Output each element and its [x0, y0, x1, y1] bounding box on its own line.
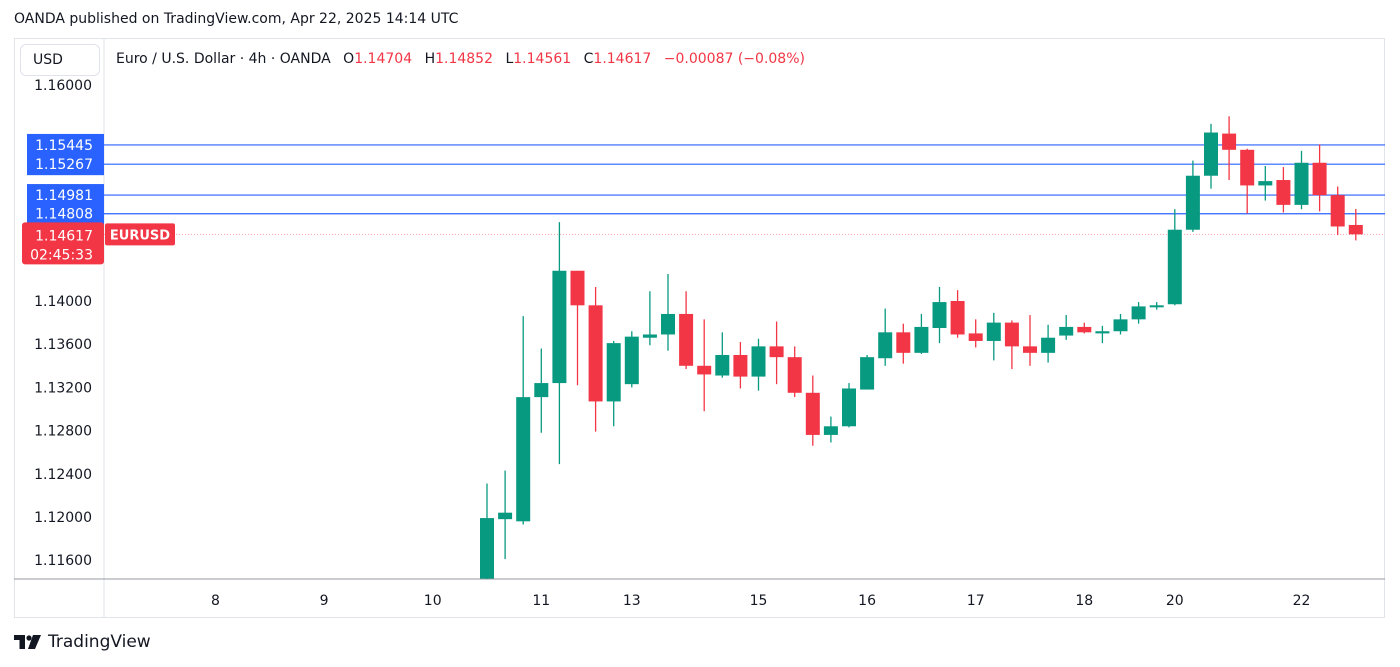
candle-body-up[interactable] — [661, 313, 675, 335]
candle-body-up[interactable] — [624, 336, 639, 385]
legend-close: 1.14617 — [593, 51, 652, 67]
currency-button[interactable]: USD — [20, 44, 100, 76]
level-price-label-bg — [27, 153, 104, 176]
time-tick-label: 16 — [858, 593, 876, 609]
price-tick-label: 1.16000 — [34, 78, 92, 94]
chart-frame — [14, 38, 1385, 618]
candle-body-down[interactable] — [570, 270, 585, 306]
candle-body-down[interactable] — [787, 357, 802, 393]
legend-change: −0.00087 (−0.08%) — [663, 51, 805, 67]
candle-body-up[interactable] — [1185, 175, 1200, 230]
candle-body-up[interactable] — [1258, 181, 1273, 186]
level-price-label: 1.15267 — [35, 157, 93, 173]
last-price-label-bg — [22, 222, 104, 265]
candle-body-down[interactable] — [697, 365, 712, 375]
candle-body-up[interactable] — [715, 355, 730, 376]
chart-legend: Euro / U.S. Dollar · 4h · OANDA O1.14704… — [116, 51, 805, 67]
candle-body-down[interactable] — [1330, 195, 1345, 227]
candle-body-up[interactable] — [823, 426, 838, 435]
candle-body-up[interactable] — [480, 518, 494, 579]
candle-body-up[interactable] — [642, 334, 657, 338]
candle-body-up[interactable] — [516, 397, 531, 522]
candle-body-up[interactable] — [1113, 319, 1128, 332]
legend-low-label: L — [505, 51, 514, 67]
candle-body-down[interactable] — [679, 313, 694, 366]
legend-high-label: H — [424, 51, 436, 67]
candle-body-up[interactable] — [1204, 132, 1218, 176]
time-tick-label: 18 — [1075, 593, 1093, 609]
level-price-label: 1.14808 — [35, 207, 93, 223]
level-price-label-bg — [27, 184, 104, 207]
candle-body-down[interactable] — [1240, 149, 1255, 186]
time-tick-label: 13 — [623, 593, 641, 609]
candle-body-up[interactable] — [498, 512, 513, 520]
last-price-label: 1.14617 — [35, 228, 93, 244]
price-tick-label: 1.14000 — [34, 294, 92, 310]
price-tick-label: 1.11600 — [34, 553, 92, 569]
candle-body-up[interactable] — [552, 270, 567, 384]
candle-body-up[interactable] — [1059, 326, 1074, 336]
level-price-label: 1.15445 — [35, 138, 93, 154]
legend-open: 1.14704 — [354, 51, 413, 67]
candle-body-down[interactable] — [588, 305, 603, 402]
candle-body-up[interactable] — [914, 326, 929, 353]
time-tick-label: 22 — [1293, 593, 1311, 609]
candle-body-down[interactable] — [1222, 133, 1237, 150]
candle-body-up[interactable] — [860, 357, 875, 390]
candle-body-up[interactable] — [1294, 162, 1309, 205]
candle-body-down[interactable] — [1312, 162, 1327, 196]
candle-body-up[interactable] — [534, 383, 549, 398]
tradingview-logo-icon — [14, 635, 41, 649]
candle-body-down[interactable] — [1004, 322, 1019, 347]
candle-body-up[interactable] — [1131, 306, 1146, 320]
legend-low: 1.14561 — [513, 51, 572, 67]
level-price-label: 1.14981 — [35, 188, 93, 204]
candle-body-down[interactable] — [1276, 180, 1291, 205]
candle-body-down[interactable] — [769, 346, 784, 358]
legend-high: 1.14852 — [435, 51, 493, 67]
candle-body-up[interactable] — [751, 346, 766, 377]
legend-symbol: Euro / U.S. Dollar · 4h · OANDA — [116, 51, 331, 67]
time-tick-label: 15 — [750, 593, 768, 609]
candle-body-down[interactable] — [805, 392, 820, 435]
price-tick-label: 1.12000 — [34, 510, 92, 526]
candle-body-up[interactable] — [606, 343, 621, 402]
legend-close-label: C — [583, 51, 594, 67]
level-price-label-bg — [27, 133, 104, 156]
candle-body-down[interactable] — [968, 333, 983, 341]
candle-body-up[interactable] — [1041, 337, 1056, 353]
time-tick-label: 10 — [424, 593, 442, 609]
candle-body-up[interactable] — [1149, 305, 1164, 308]
candle-body-down[interactable] — [896, 332, 911, 353]
candle-body-up[interactable] — [1095, 331, 1110, 334]
footer-brand[interactable]: TradingView — [14, 632, 151, 652]
time-tick-label: 8 — [211, 593, 220, 609]
candle-body-down[interactable] — [1348, 224, 1363, 235]
price-tick-label: 1.12400 — [34, 467, 92, 483]
legend-open-label: O — [343, 51, 355, 67]
candle-body-down[interactable] — [733, 355, 748, 377]
time-tick-label: 11 — [532, 593, 550, 609]
candle-body-up[interactable] — [878, 332, 893, 359]
candle-body-up[interactable] — [986, 322, 1001, 341]
candle-body-up[interactable] — [1167, 229, 1182, 305]
footer-brand-label: TradingView — [48, 632, 151, 652]
candle-body-up[interactable] — [842, 388, 856, 427]
publisher-caption: OANDA published on TradingView.com, Apr … — [14, 11, 459, 27]
bar-countdown: 02:45:33 — [30, 247, 93, 263]
time-tick-label: 9 — [320, 593, 329, 609]
time-tick-label: 17 — [967, 593, 985, 609]
symbol-tag-bg — [105, 223, 175, 246]
level-price-label-bg — [27, 202, 104, 225]
time-tick-label: 20 — [1166, 593, 1184, 609]
candle-body-up[interactable] — [932, 302, 947, 328]
price-tick-label: 1.13600 — [34, 337, 92, 353]
candle-body-down[interactable] — [950, 301, 965, 335]
price-tick-label: 1.13200 — [34, 380, 92, 396]
symbol-tag: EURUSD — [110, 228, 170, 243]
price-tick-label: 1.12800 — [34, 424, 92, 440]
candle-body-down[interactable] — [1077, 326, 1092, 333]
candle-body-down[interactable] — [1023, 346, 1037, 353]
